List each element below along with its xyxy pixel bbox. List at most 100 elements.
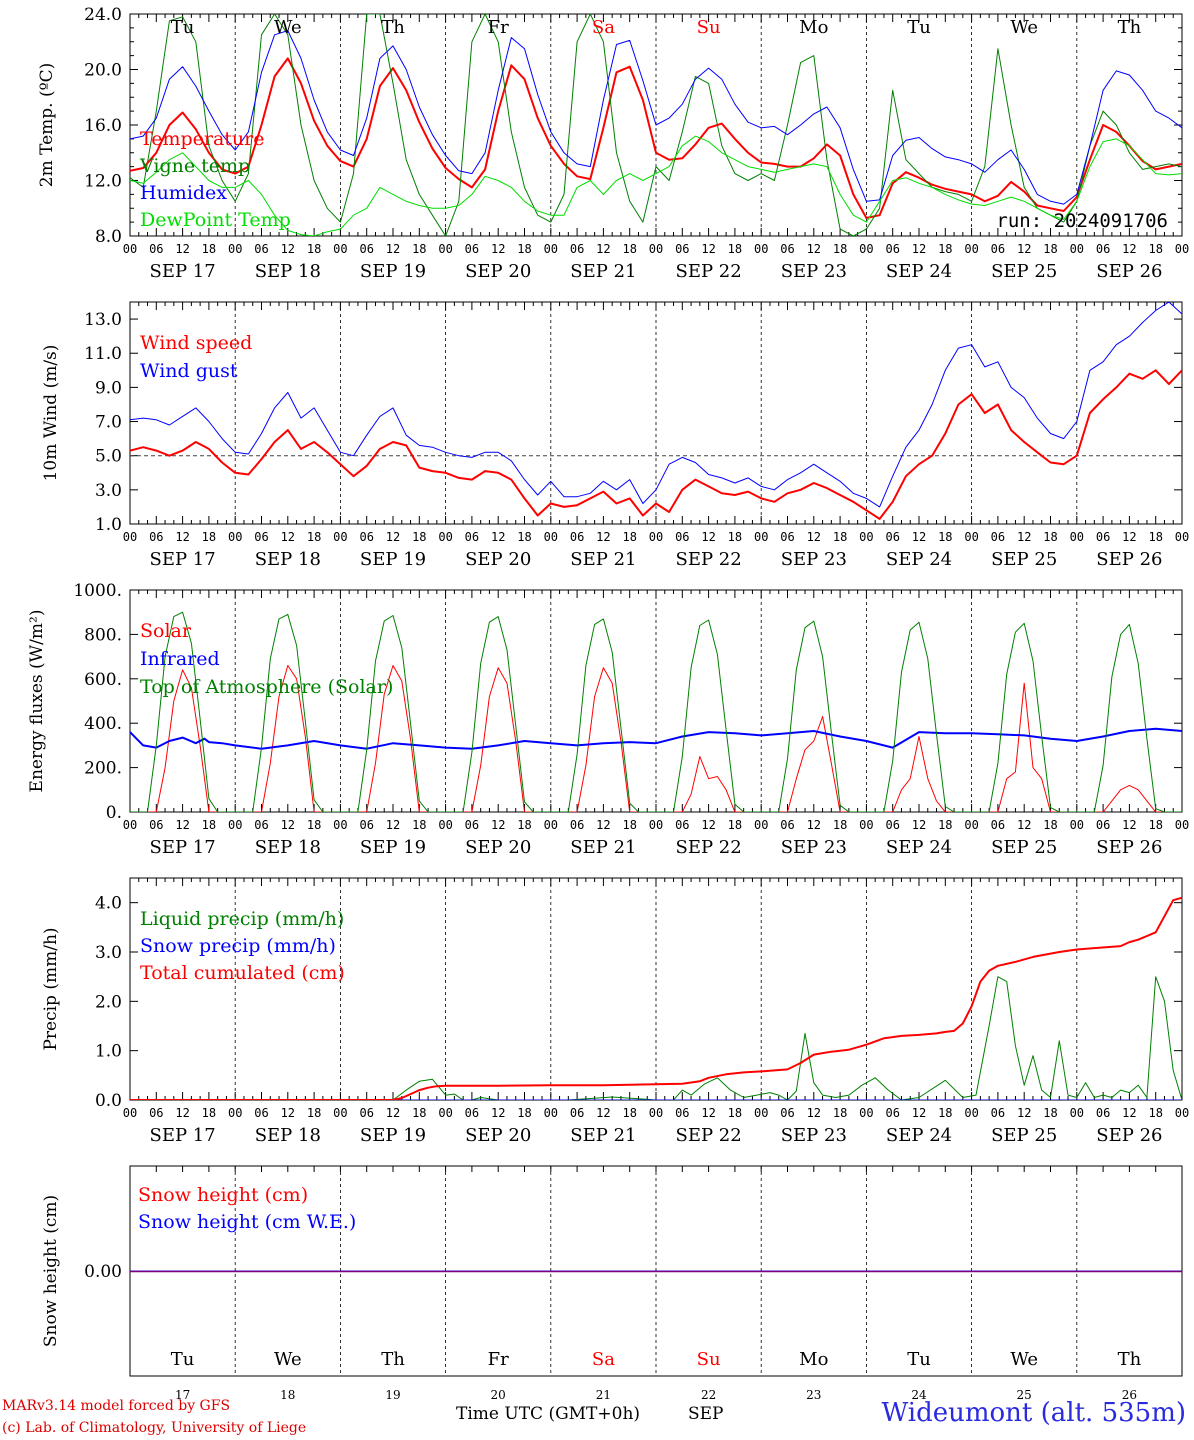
station-label: Wideumont (alt. 535m) [881,1398,1186,1428]
panel-2: 00 06 12 18 00 06 12 18 00 06 12 18 00 06 12 18 00 06 12 18… [41,301,1189,570]
date-label: SEP 26 [1096,549,1162,570]
hour-tick-label: 00 [333,530,347,544]
y-tick-label: 1000. [73,581,122,601]
hour-tick-label: 00 [964,818,978,832]
hour-tick-label: 12 [1122,530,1136,544]
hour-tick-label: 12 [175,530,189,544]
legend-entry: Solar [140,620,192,642]
date-label: SEP 17 [149,261,215,282]
y-axis-label: Precip (mm/h) [41,927,61,1050]
y-tick-label: 1.0 [95,1042,122,1062]
hour-tick-label: 00 [859,242,873,256]
y-tick-label: 11.0 [84,344,122,364]
hour-tick-label: 00 [438,530,452,544]
hour-tick-label: 06 [780,530,794,544]
date-label: SEP 25 [991,837,1057,858]
date-label: SEP 18 [255,1125,321,1146]
y-tick-label: 7.0 [95,413,122,433]
hour-tick-label: 18 [202,530,216,544]
series-line-temperature [130,57,1182,219]
y-tick-label: 1.0 [95,515,122,535]
date-label: SEP 25 [991,549,1057,570]
hour-tick-label: 00 [123,530,137,544]
hour-tick-label: 12 [1017,530,1031,544]
day-name-top: Sa [592,17,615,38]
hour-tick-label: 12 [1122,242,1136,256]
hour-tick-label: 06 [359,1106,373,1120]
date-label: SEP 17 [149,549,215,570]
day-name-bottom: We [1010,1349,1038,1370]
hour-tick-label: 12 [1017,818,1031,832]
series-line-liquid-precip-mm-h [130,976,1182,1100]
panel-4: 00 06 12 18 00 06 12 18 00 06 12 18 00 06 12 18 00 06 12 18… [41,877,1189,1146]
hour-tick-label: 00 [1070,242,1084,256]
hour-tick-label: 00 [228,530,242,544]
hour-tick-label: 00 [649,1106,663,1120]
date-label: SEP 18 [255,549,321,570]
legend-entry: DewPoint Temp [140,209,291,231]
day-name-top: We [1010,17,1038,38]
hour-tick-label: 18 [622,818,636,832]
hour-tick-label: 18 [728,530,742,544]
hour-tick-label: 12 [807,818,821,832]
hour-tick-label: 12 [281,818,295,832]
date-label: SEP 26 [1096,261,1162,282]
hour-tick-label: 18 [1043,818,1057,832]
day-name-top: Tu [171,17,195,38]
hour-tick-label: 18 [307,1106,321,1120]
hour-tick-label: 18 [307,242,321,256]
hour-tick-label: 06 [570,818,584,832]
hour-tick-label: 12 [386,1106,400,1120]
hour-tick-label: 12 [912,1106,926,1120]
legend-entry: Liquid precip (mm/h) [140,908,344,930]
series-line-humidex [130,30,1182,205]
hour-tick-label: 06 [991,530,1005,544]
hour-tick-label: 06 [675,242,689,256]
day-number-bottom: 24 [911,1388,927,1402]
hour-tick-label: 06 [1096,530,1110,544]
day-number-bottom: 26 [1122,1388,1137,1402]
legend-entry: Snow precip (mm/h) [140,935,336,957]
day-name-top: Su [697,17,721,38]
y-axis-label: Energy fluxes (W/m²) [27,610,47,793]
hour-tick-label: 00 [1175,818,1189,832]
day-name-top: Mo [799,17,828,38]
hour-tick-label: 00 [1175,1106,1189,1120]
hour-tick-label: 00 [754,818,768,832]
hour-tick-label: 06 [359,818,373,832]
series-line-total-cumulated-cm [130,896,1182,1100]
y-tick-label: 9.0 [95,378,122,398]
hour-tick-label: 18 [1148,818,1162,832]
hour-tick-label: 18 [412,1106,426,1120]
hour-tick-label: 18 [728,242,742,256]
hour-tick-label: 06 [1096,1106,1110,1120]
hour-tick-label: 18 [307,818,321,832]
y-tick-label: 0.0 [95,1091,122,1111]
day-number-bottom: 22 [701,1388,716,1402]
hour-tick-label: 18 [833,530,847,544]
hour-tick-label: 18 [938,818,952,832]
time-axis-label: Time UTC (GMT+0h) [456,1404,641,1424]
hour-tick-label: 00 [123,1106,137,1120]
y-tick-label: 20.0 [84,61,122,81]
date-label: SEP 19 [360,261,426,282]
date-label: SEP 19 [360,549,426,570]
day-name-bottom: Tu [171,1349,195,1370]
hour-tick-label: 12 [281,242,295,256]
date-label: SEP 20 [465,837,531,858]
date-label: SEP 25 [991,1125,1057,1146]
y-tick-label: 8.0 [95,227,122,247]
hour-tick-label: 12 [596,818,610,832]
day-name-top: Th [1118,17,1142,38]
hour-tick-label: 00 [1070,818,1084,832]
date-label: SEP 25 [991,261,1057,282]
date-label: SEP 22 [675,549,741,570]
legend-entry: Wind speed [140,332,252,354]
day-number-bottom: 17 [175,1388,190,1402]
hour-tick-label: 06 [465,242,479,256]
hour-tick-label: 00 [123,818,137,832]
hour-tick-label: 06 [254,530,268,544]
date-label: SEP 19 [360,1125,426,1146]
hour-tick-label: 06 [465,1106,479,1120]
hour-tick-label: 12 [1122,818,1136,832]
